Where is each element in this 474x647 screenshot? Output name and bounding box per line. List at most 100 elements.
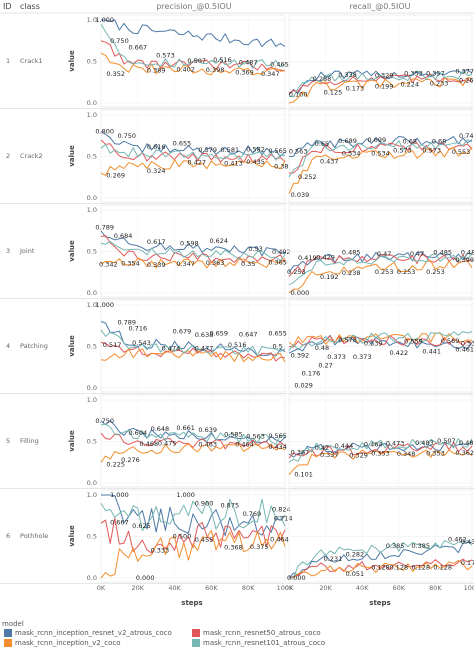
- x-tick-label: 100K: [277, 584, 294, 592]
- data-label: 0.464: [235, 440, 254, 448]
- x-tick-label: 40K: [168, 584, 181, 592]
- data-label: 0.485: [342, 249, 361, 257]
- series-line: [100, 235, 286, 264]
- row-id: 4: [6, 342, 10, 350]
- series-line: [100, 23, 286, 69]
- data-label: 0.42: [315, 444, 329, 452]
- legend-item[interactable]: mask_rcnn_inception_v2_coco: [4, 639, 121, 647]
- data-label: 0.48: [315, 344, 329, 352]
- row-class-label: Joint: [19, 247, 35, 255]
- data-label: 0.125: [324, 89, 343, 97]
- data-label: 0.655: [268, 330, 287, 338]
- data-label: 0.441: [422, 347, 441, 355]
- y-tick-label: 0.0: [87, 99, 97, 107]
- series-line: [101, 494, 286, 537]
- data-label: 0.573: [393, 146, 412, 154]
- legend: model mask_rcnn_inception_resnet_v2_atro…: [2, 620, 472, 647]
- data-label: 0.389: [147, 67, 166, 75]
- data-label: 0.434: [268, 443, 287, 451]
- data-label: 1.000: [110, 491, 129, 499]
- row-id: 3: [6, 247, 10, 255]
- x-tick-label: 80K: [429, 584, 442, 592]
- data-label: 0.573: [422, 146, 441, 154]
- row-class-label: Pothhole: [20, 532, 48, 540]
- data-label: 0.348: [397, 450, 416, 458]
- legend-swatch: [192, 639, 200, 647]
- data-label: 0.565: [268, 147, 287, 155]
- series-line: [288, 253, 473, 286]
- series-line: [100, 52, 286, 76]
- x-tick-label: 40K: [356, 584, 369, 592]
- panel-frame: [288, 14, 473, 108]
- data-label: 0.463: [198, 441, 217, 449]
- data-label: 0.464: [270, 535, 289, 543]
- series-line: [288, 335, 473, 348]
- data-label: 0.324: [147, 167, 166, 175]
- series-line: [100, 230, 286, 257]
- panel-crack2-recall: 0.563 0.65 0.689 0.699 0.68 0.68 0.748 0.2520.4…: [288, 109, 474, 203]
- data-label: 0.352: [106, 70, 125, 78]
- data-label: 0.789: [117, 319, 136, 327]
- data-label: 0.347: [176, 260, 195, 268]
- data-label: 0.353: [426, 450, 445, 458]
- data-label: 0.492: [272, 248, 291, 256]
- data-label: 0.638: [195, 331, 214, 339]
- data-label: 0.487: [239, 59, 258, 67]
- series-line: [100, 257, 286, 269]
- y-tick-label: 0.5: [87, 343, 97, 351]
- y-axis-title: value: [68, 145, 76, 167]
- y-tick-label: 0.0: [87, 574, 97, 582]
- data-label: 0.604: [128, 429, 147, 437]
- data-label: 0.357: [426, 69, 445, 77]
- x-tick-label: 0K: [285, 584, 294, 592]
- legend-title: model: [2, 620, 24, 628]
- data-label: 0.398: [206, 66, 225, 74]
- series-line: [100, 341, 286, 362]
- series-line: [288, 141, 473, 174]
- data-label: 0.385: [386, 542, 405, 550]
- data-label: 0.224: [400, 80, 419, 88]
- series-line: [100, 131, 286, 157]
- data-label: 0.53: [248, 245, 262, 253]
- panel-patching-recall: 0.3920.480.5780.5390.5590.5690.5390.1760…: [288, 299, 474, 393]
- data-label: 0.233: [430, 80, 449, 88]
- legend-item[interactable]: mask_rcnn_resnet50_atrous_coco: [192, 629, 321, 637]
- data-label: 0.582: [246, 146, 265, 154]
- series-line: [100, 329, 286, 357]
- series-line: [289, 560, 473, 579]
- data-label: 0.365: [268, 259, 287, 267]
- y-tick-label: 1.0: [87, 111, 97, 119]
- data-label: 0.269: [106, 172, 125, 180]
- data-label: 0.399: [455, 256, 474, 264]
- series-line: [288, 541, 473, 579]
- data-label: 0.465: [270, 60, 289, 68]
- legend-label: mask_rcnn_resnet50_atrous_coco: [203, 629, 321, 637]
- data-label: 0.253: [397, 268, 416, 276]
- data-label: 0.474: [162, 345, 181, 353]
- legend-swatch: [192, 629, 200, 637]
- legend-item[interactable]: mask_rcnn_resnet101_atrous_coco: [192, 639, 325, 647]
- legend-item[interactable]: mask_rcnn_inception_resnet_v2_atrous_coc…: [4, 629, 172, 637]
- panel-joint-recall: 0.4190.4290.4850.470.470.4850.4850.2530.…: [287, 204, 474, 298]
- data-label: 0.000: [287, 574, 306, 582]
- data-label: 0.173: [346, 85, 365, 93]
- y-tick-label: 0.0: [87, 289, 97, 297]
- data-label: 0.598: [180, 239, 199, 247]
- data-label: 0.579: [198, 146, 217, 154]
- data-label: 0.517: [103, 341, 122, 349]
- y-tick-label: 0.5: [87, 533, 97, 541]
- legend-swatch: [4, 639, 12, 647]
- y-tick-label: 1.0: [87, 301, 97, 309]
- data-label: 0.47: [410, 250, 424, 258]
- data-label: 0.461: [455, 346, 474, 354]
- data-label: 0.392: [291, 351, 310, 359]
- data-label: 0.128: [371, 563, 390, 571]
- data-label: 0.485: [461, 249, 474, 257]
- data-label: 0.176: [302, 369, 321, 377]
- series-line: [100, 423, 286, 445]
- series-line: [288, 441, 473, 458]
- data-label: 0.900: [195, 499, 214, 507]
